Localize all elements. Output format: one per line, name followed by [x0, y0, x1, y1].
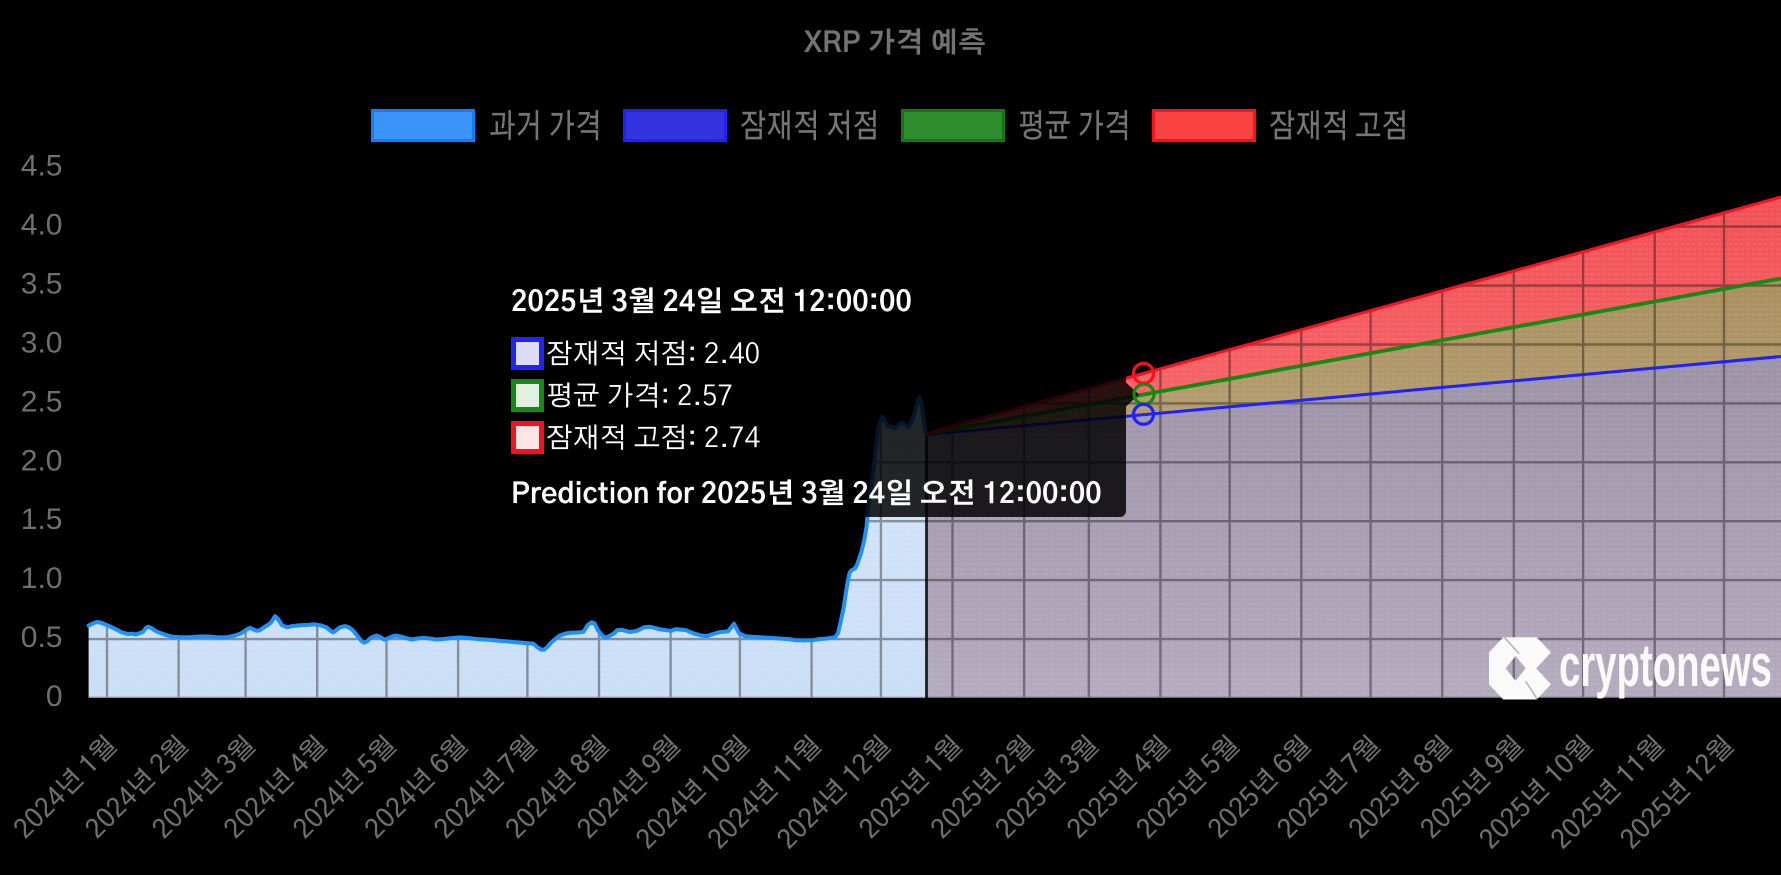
svg-text:3.0: 3.0 [21, 327, 63, 360]
svg-text:4.5: 4.5 [21, 150, 63, 183]
svg-text:2.0: 2.0 [21, 444, 63, 477]
svg-text:3.5: 3.5 [21, 268, 63, 301]
svg-text:0.5: 0.5 [21, 621, 63, 654]
svg-text:1.5: 1.5 [21, 503, 63, 536]
svg-text:0: 0 [46, 680, 63, 713]
svg-text:cryptonews: cryptonews [1559, 632, 1772, 699]
svg-text:1.0: 1.0 [21, 562, 63, 595]
svg-text:2.5: 2.5 [21, 385, 63, 418]
svg-text:4.0: 4.0 [21, 209, 63, 242]
